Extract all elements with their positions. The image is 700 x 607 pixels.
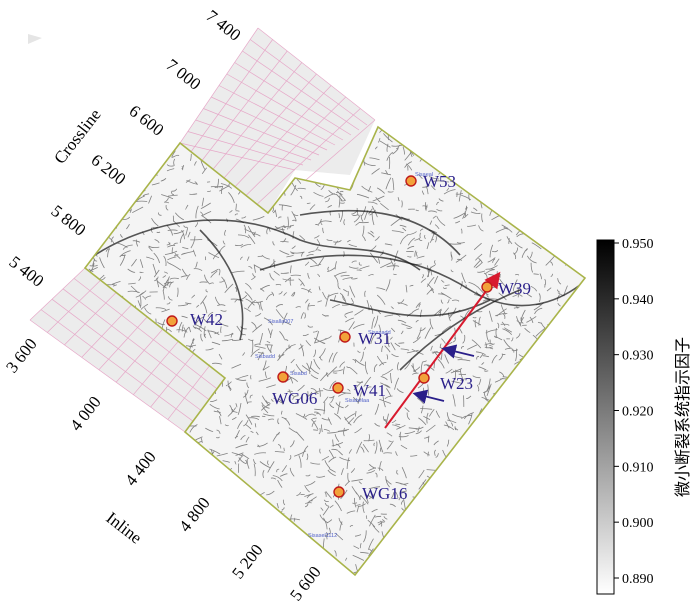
colorbar-tick-label: 0.900	[622, 516, 654, 531]
inline-tick: 5 600	[286, 563, 325, 605]
well-marker-icon	[333, 486, 345, 498]
colorbar-tick-label: 0.890	[622, 572, 654, 587]
crossline-tick: 6 600	[126, 101, 168, 140]
well-w41[interactable]: W41	[332, 381, 386, 400]
well-marker-icon	[481, 281, 493, 293]
inline-tick: 5 200	[228, 541, 267, 583]
colorbar: 0.950 0.940 0.930 0.920 0.910 0.900 0.890 微小断裂…	[596, 237, 692, 595]
survey-outline	[83, 125, 587, 577]
stress-arrow-upper	[441, 344, 475, 359]
colorbar-tick-label: 0.910	[622, 460, 654, 475]
minor-well-label: Sisasel1112	[308, 533, 337, 539]
well-wg16[interactable]: WG16	[333, 484, 407, 503]
well-w31[interactable]: W31	[339, 329, 391, 348]
well-w39[interactable]: W39	[481, 279, 531, 298]
minor-well-label: Sisaeal	[415, 172, 433, 178]
well-label: W31	[358, 329, 391, 348]
colorbar-tick-label: 0.930	[622, 349, 654, 364]
colorbar-tick-label: 0.920	[622, 405, 654, 420]
minor-well-label: Sisbadd	[255, 354, 275, 360]
inline-axis-label: Inline	[103, 508, 146, 547]
crossline-tick: 7 400	[203, 6, 245, 45]
well-wg06[interactable]: WG06	[272, 371, 317, 408]
minor-well-label: Sisabelaa	[345, 398, 370, 404]
corner-marker	[28, 34, 42, 44]
well-marker-icon	[339, 331, 351, 343]
minor-well-label: Sisasadd	[368, 330, 391, 336]
crossline-tick: 5 800	[48, 201, 90, 240]
colorbar-title: 微小断裂系统指示因子	[673, 337, 692, 497]
colorbar-tick-label: 0.940	[622, 293, 654, 308]
well-w53[interactable]: W53	[405, 172, 456, 191]
well-marker-icon	[418, 372, 430, 384]
well-w42[interactable]: W42	[166, 310, 223, 329]
well-label: W42	[190, 310, 223, 329]
coverage-grid	[29, 27, 376, 433]
well-w23[interactable]: W23	[418, 372, 473, 393]
inline-tick: 3 600	[2, 335, 41, 377]
stress-arrow-lower	[412, 389, 445, 404]
well-label: W39	[498, 279, 531, 298]
well-marker-icon	[405, 175, 417, 187]
trend-arrow	[384, 271, 501, 429]
crossline-tick: 5 400	[6, 252, 48, 291]
inline-tick: 4 000	[66, 393, 105, 435]
inline-tick: 4 800	[175, 494, 214, 536]
well-label: WG06	[272, 389, 317, 408]
well-marker-icon	[332, 382, 344, 394]
crossline-tick: 6 200	[88, 150, 130, 189]
well-label: WG16	[362, 484, 407, 503]
well-label: W41	[353, 381, 386, 400]
inline-tick: 4 400	[121, 448, 160, 490]
well-marker-icon	[166, 315, 178, 327]
colorbar-ramp	[596, 239, 615, 595]
minor-well-label: Sisabd	[290, 371, 307, 377]
well-label: W53	[423, 172, 456, 191]
crossline-tick: 7 000	[163, 55, 205, 94]
colorbar-tick-label: 0.950	[622, 237, 654, 252]
well-label: W23	[440, 374, 473, 393]
well-marker-icon	[277, 371, 289, 383]
minor-well-label: Sisalla007	[268, 319, 293, 325]
